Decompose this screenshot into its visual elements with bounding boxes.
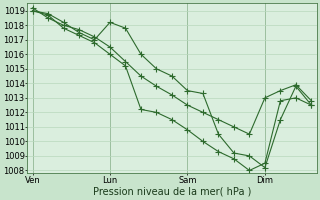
- X-axis label: Pression niveau de la mer( hPa ): Pression niveau de la mer( hPa ): [93, 187, 251, 197]
